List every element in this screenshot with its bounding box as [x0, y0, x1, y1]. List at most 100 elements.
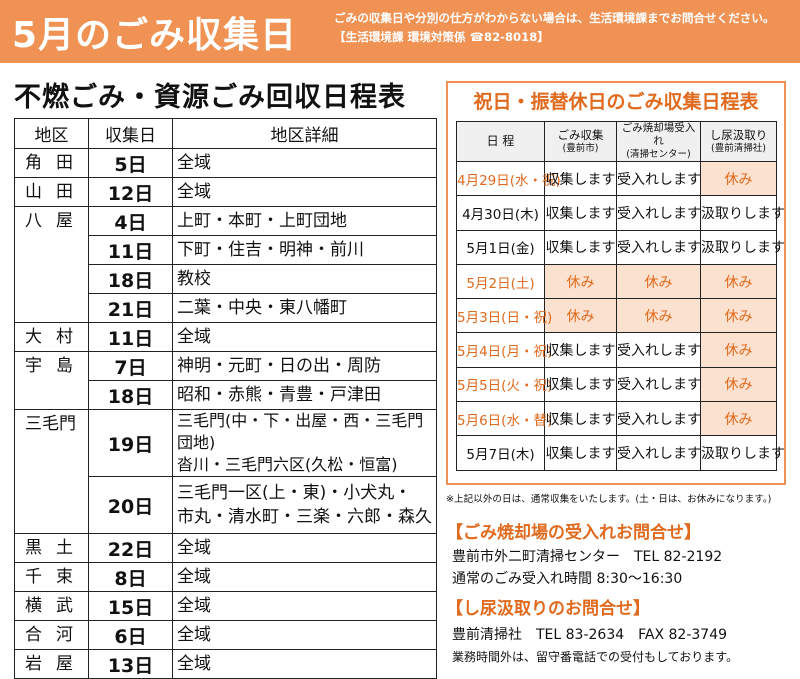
- sewage-contact-title: 【し尿汲取りのお問合せ】: [446, 599, 650, 619]
- table-row: 大村 11日 全域: [14, 322, 437, 352]
- area-cell: 昭和・赤熊・青豊・戸津田: [172, 380, 437, 410]
- sewage-contact-phone: 豊前清掃社 TEL 83-2634 FAX 82-3749: [452, 627, 728, 643]
- table-row: 合河 6日 全域: [14, 620, 437, 650]
- header-date: 日 程: [456, 121, 545, 162]
- collection-cell: 収集します: [544, 435, 617, 471]
- sewage-cell: 休み: [700, 366, 777, 403]
- district-cell: 合河: [14, 620, 89, 650]
- area-cell: 神明・元町・日の出・周防: [172, 351, 437, 381]
- table-row: 黒土 22日 全域: [14, 533, 437, 563]
- header-garbage-collection: ごみ収集 (豊前市): [544, 121, 617, 162]
- table-row: 18日 教校: [15, 264, 437, 294]
- table-row: 5月1日(金) 収集します 受入れします 汲取りします: [456, 229, 785, 265]
- incinerator-cell: 受入れします: [616, 435, 701, 471]
- sewage-cell: 休み: [700, 401, 777, 437]
- incinerator-cell: 受入れします: [616, 195, 701, 231]
- table-row: 21日 二葉・中央・東八幡町: [15, 293, 437, 323]
- table-row: 岩屋 13日 全域: [14, 649, 437, 679]
- day-cell: 6日: [88, 620, 173, 650]
- date-cell: 5月2日(土): [456, 263, 545, 300]
- day-cell: 15日: [88, 591, 173, 621]
- collection-cell: 収集します: [544, 160, 617, 197]
- day-cell: 5日: [88, 148, 173, 178]
- header-note-contact: 【生活環境課 環境対策係 ☎82-8018】: [334, 30, 549, 44]
- area-cell: 三毛門(中・下・出屋・西・三毛門団地) 沓川・三毛門六区(久松・恒富): [172, 409, 437, 477]
- header-line: ごみ収集: [557, 127, 604, 142]
- table-row: 千束 8日 全域: [14, 562, 437, 592]
- date-cell: 5月1日(金): [456, 229, 545, 265]
- table-row: 三毛門 19日 三毛門(中・下・出屋・西・三毛門団地) 沓川・三毛門六区(久松・…: [14, 409, 437, 534]
- area-cell: 全域: [172, 649, 437, 679]
- sewage-cell: 休み: [700, 263, 777, 300]
- area-cell: 全域: [172, 322, 437, 352]
- day-cell: 19日: [88, 409, 173, 477]
- collection-cell: 収集します: [544, 229, 617, 265]
- collection-cell: 休み: [544, 298, 617, 334]
- date-cell: 4月30日(木): [456, 195, 545, 231]
- area-line: 三毛門一区(上・東)・小犬丸・: [177, 483, 412, 503]
- table-row: 5月7日(木) 収集します 受入れします 汲取りします: [456, 435, 785, 471]
- sewage-cell: 休み: [700, 160, 777, 197]
- incinerator-cell: 受入れします: [616, 401, 701, 437]
- district-cell: 黒土: [14, 533, 89, 563]
- date-cell: 5月3日(日・祝): [456, 298, 552, 334]
- table-row: 5月5日(火・祝) 収集します 受入れします 休み: [456, 366, 777, 403]
- table-row: 5月3日(日・祝) 休み 休み 休み: [456, 298, 777, 334]
- district-cell: 山田: [14, 177, 89, 207]
- table-row: 山田 12日 全域: [14, 177, 437, 207]
- area-cell: 全域: [172, 620, 437, 650]
- table-row: 5月6日(水・替) 収集します 受入れします 休み: [456, 401, 777, 437]
- area-cell: 下町・住吉・明神・前川: [172, 235, 437, 265]
- area-cell: 全域: [172, 591, 437, 621]
- table-row: 5月2日(土) 休み 休み 休み: [456, 263, 777, 300]
- header-banner: 5月のごみ収集日 ごみの収集日や分別の仕方がわからない場合は、生活環境課までお問…: [0, 0, 800, 63]
- area-line: 市丸・清水町・三楽・六郎・森久: [177, 507, 432, 527]
- area-line: 沓川・三毛門六区(久松・恒富): [177, 455, 398, 474]
- area-cell: 全域: [172, 533, 437, 563]
- area-cell: 二葉・中央・東八幡町: [172, 293, 437, 323]
- day-cell: 20日: [88, 476, 173, 534]
- holiday-schedule-table: 日 程 ごみ収集 (豊前市) ごみ焼却場受入れ (清掃センター) し尿汲取り (…: [456, 121, 785, 471]
- collection-cell: 収集します: [544, 195, 617, 231]
- district-cell: 横武: [14, 591, 89, 621]
- header-detail: 地区詳細: [172, 118, 437, 149]
- sewage-after-hours-note: 業務時間外は、留守番電話での受付もしております。: [452, 650, 739, 664]
- header-incinerator: ごみ焼却場受入れ (清掃センター): [616, 121, 701, 162]
- table-row: 横武 15日 全域: [14, 591, 437, 621]
- district-cell: 千束: [14, 562, 89, 592]
- table-row: 20日 三毛門一区(上・東)・小犬丸・ 市丸・清水町・三楽・六郎・森久: [15, 476, 437, 534]
- area-cell: 教校: [172, 264, 437, 294]
- table-row: 4月30日(木) 収集します 受入れします 汲取りします: [456, 195, 785, 231]
- header-line: (清掃センター): [626, 149, 691, 160]
- day-cell: 22日: [88, 533, 173, 563]
- area-cell: 全域: [172, 148, 437, 178]
- table-row: 11日 下町・住吉・明神・前川: [15, 235, 437, 265]
- incinerator-contact-title: 【ごみ焼却場の受入れお問合せ】: [446, 523, 701, 543]
- collection-schedule-table: 地区 収集日 地区詳細 角田 5日 全域 山田 12日 全域 八屋 4日 上町・…: [14, 118, 437, 679]
- day-cell: 12日: [88, 177, 173, 207]
- district-cell: 三毛門: [14, 409, 89, 534]
- date-cell: 5月6日(水・替): [456, 401, 552, 437]
- table-header-row: 日 程 ごみ収集 (豊前市) ごみ焼却場受入れ (清掃センター) し尿汲取り (…: [456, 121, 777, 162]
- incinerator-cell: 休み: [616, 298, 701, 334]
- header-sewage: し尿汲取り (豊前清掃社): [700, 121, 777, 162]
- day-cell: 11日: [88, 322, 173, 352]
- incinerator-contact-phone: 豊前市外二町清掃センター TEL 82-2192: [452, 549, 723, 565]
- area-cell: 全域: [172, 562, 437, 592]
- district-cell: 宇島: [14, 351, 89, 410]
- sewage-cell: 汲取りします: [700, 195, 785, 231]
- header-line: ごみ焼却場受入れ: [621, 122, 696, 147]
- date-cell: 5月4日(月・祝): [456, 332, 552, 368]
- holiday-schedule-title: 祝日・振替休日のごみ収集日程表: [473, 91, 759, 113]
- table-row: 4月29日(水・祝) 収集します 受入れします 休み: [456, 160, 777, 197]
- day-cell: 21日: [88, 293, 173, 323]
- day-cell: 4日: [88, 206, 173, 236]
- area-cell: 全域: [172, 177, 437, 207]
- district-cell: 八屋: [14, 206, 89, 323]
- header-district: 地区: [14, 118, 89, 149]
- date-cell: 5月7日(木): [456, 435, 545, 471]
- table-row: 角田 5日 全域: [14, 148, 437, 178]
- holiday-footnote: ※上記以外の日は、通常収集をいたします。(土・日は、お休みになります。): [446, 494, 772, 505]
- sewage-cell: 汲取りします: [700, 435, 785, 471]
- collection-cell: 収集します: [544, 366, 617, 403]
